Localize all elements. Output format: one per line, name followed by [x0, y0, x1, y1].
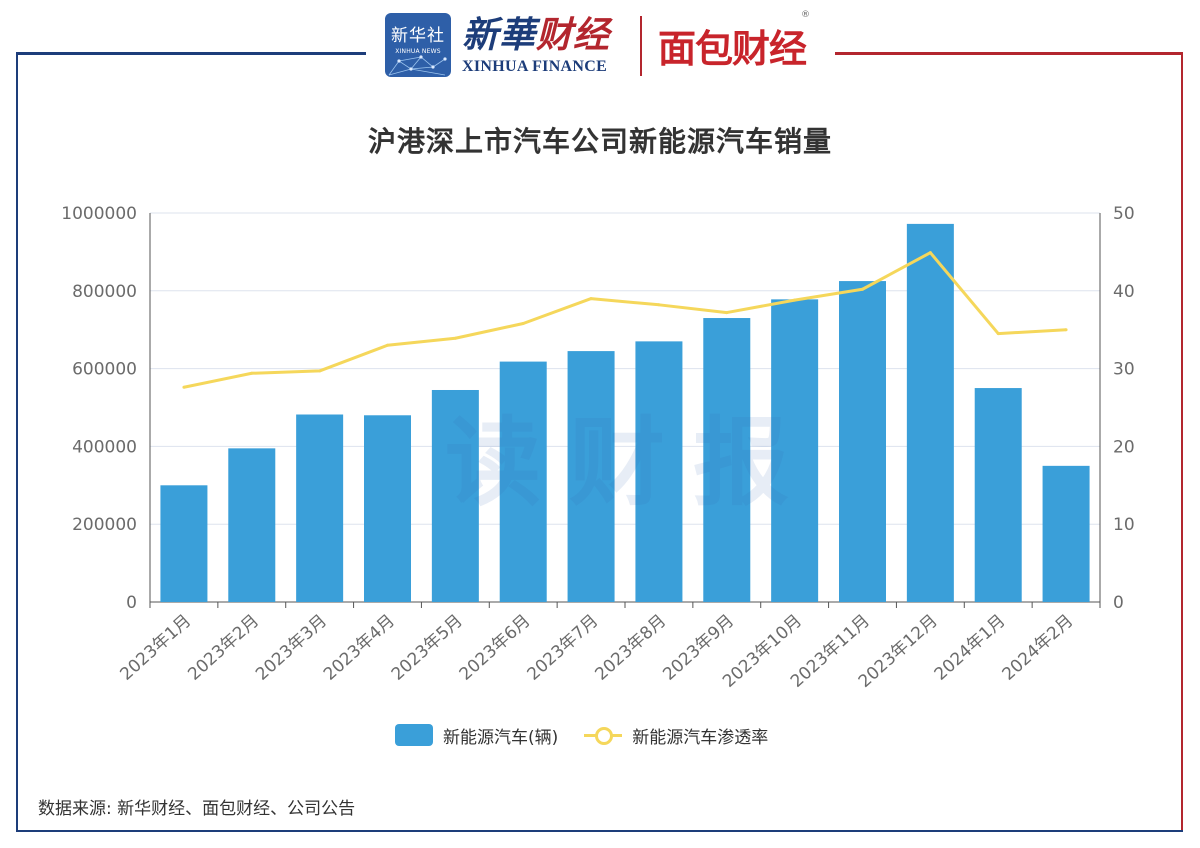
x-tick-label: 2023年4月	[320, 611, 399, 685]
line-point	[318, 369, 322, 373]
legend-bar-label: 新能源汽车(辆)	[443, 727, 559, 748]
frame-top-right-line	[835, 52, 1183, 55]
bar	[228, 448, 276, 602]
y-right-tick-label: 30	[1113, 360, 1135, 380]
xinhua-finance-en-logo: XINHUA FINANCE	[462, 58, 608, 75]
y-left-tick-label: 1000000	[61, 204, 137, 224]
legend-item-line[interactable]: 新能源汽车渗透率	[584, 723, 768, 748]
line-point	[521, 321, 525, 325]
x-tick-label: 2023年1月	[116, 611, 195, 685]
xinhua-finance-cn-logo: 新華财经	[462, 6, 610, 58]
frame-right-line	[1181, 52, 1183, 832]
x-tick-label: 2023年6月	[456, 611, 535, 685]
line-point	[861, 287, 864, 291]
bar	[567, 351, 615, 602]
legend-item-bar[interactable]: 新能源汽车(辆)	[395, 723, 558, 748]
line-point	[793, 298, 797, 302]
x-tick-label: 2023年2月	[184, 611, 263, 685]
line-point	[386, 343, 389, 347]
y-left-tick-label: 600000	[72, 360, 137, 380]
xinhua-badge-cn: 新华社	[391, 26, 445, 46]
xinhua-badge-en: XINHUA NEWS	[395, 48, 441, 55]
y-left-tick-label: 200000	[72, 515, 137, 535]
line-point	[250, 371, 254, 375]
legend-line-swatch	[584, 724, 623, 746]
bar	[499, 361, 547, 602]
legend-bar-swatch	[395, 724, 433, 746]
y-right-tick-label: 50	[1113, 204, 1135, 224]
x-tick-label: 2023年5月	[388, 611, 467, 685]
bar	[635, 341, 683, 602]
chart-title: 沪港深上市汽车公司新能源汽车销量	[367, 125, 832, 158]
registered-mark: ®	[801, 10, 810, 20]
x-tick-label: 2024年1月	[931, 611, 1010, 685]
xinhua-finance-cn-part1: 新華	[462, 14, 537, 56]
line-point	[453, 336, 457, 340]
bar	[1042, 465, 1090, 602]
xinhua-finance-cn-part2: 财经	[536, 14, 611, 56]
frame-bottom-line	[16, 830, 1183, 832]
logo-divider	[640, 16, 642, 76]
bar	[296, 414, 344, 602]
bar	[364, 415, 411, 602]
data-source-note: 数据来源: 新华财经、面包财经、公司公告	[38, 799, 356, 819]
line-point	[928, 251, 932, 255]
bar	[771, 299, 819, 602]
frame-top-left-line	[16, 52, 366, 55]
bar	[703, 318, 751, 602]
xinhua-news-logo: 新华社 XINHUA NEWS	[385, 13, 451, 77]
chart-legend: 新能源汽车(辆) 新能源汽车渗透率	[395, 722, 794, 748]
bar	[839, 281, 886, 602]
x-tick-label: 2023年8月	[591, 611, 670, 685]
x-tick-label: 2024年2月	[999, 611, 1078, 685]
line-point	[589, 297, 593, 301]
bar	[431, 389, 479, 602]
y-right-tick-label: 20	[1113, 437, 1135, 457]
x-tick-label: 2023年7月	[524, 611, 603, 685]
line-point	[657, 303, 661, 307]
line-point	[996, 332, 1000, 336]
y-left-tick-label: 800000	[72, 282, 137, 302]
legend-line-label: 新能源汽车渗透率	[632, 727, 769, 748]
y-right-tick-label: 10	[1113, 515, 1135, 535]
frame-left-line	[16, 52, 18, 832]
line-point	[1064, 328, 1068, 332]
bar	[906, 223, 954, 602]
bar	[974, 388, 1022, 602]
network-globe-icon	[388, 55, 447, 76]
mianbao-caijing-logo: 面包财经	[658, 27, 807, 71]
y-right-tick-label: 40	[1113, 282, 1135, 302]
line-point	[182, 385, 186, 389]
x-tick-label: 2023年3月	[252, 611, 331, 685]
series-line	[183, 251, 1067, 389]
y-left-tick-label: 0	[126, 593, 137, 613]
y-right-tick-label: 0	[1113, 593, 1124, 613]
bar	[160, 485, 208, 602]
y-left-tick-label: 400000	[72, 437, 137, 457]
line-point	[725, 311, 729, 315]
